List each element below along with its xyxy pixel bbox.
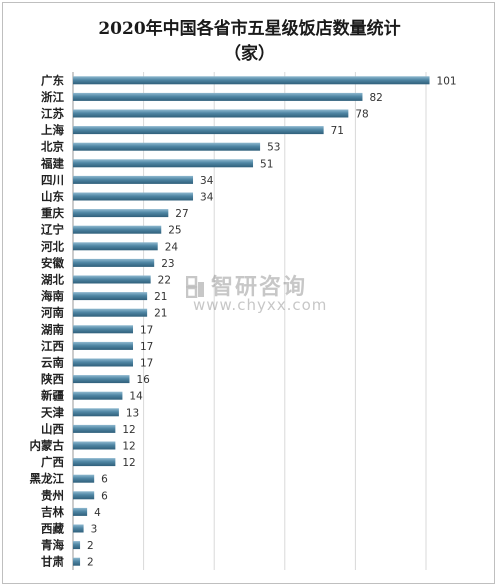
category-label: 陕西 [41,372,64,386]
value-label: 4 [94,507,101,519]
value-label: 17 [140,358,153,370]
bar [73,192,194,201]
category-label: 吉林 [41,505,64,519]
category-label: 甘肃 [41,555,64,569]
bar [73,209,169,218]
chart-title: 2020年中国各省市五星级饭店数量统计 [98,19,401,39]
category-label: 山西 [41,422,64,436]
bar [73,507,88,516]
bar [73,441,116,450]
value-label: 25 [168,225,181,237]
category-label: 广东 [41,73,64,87]
category-label: 广西 [41,455,64,469]
bar [73,225,162,234]
bar [73,458,116,467]
category-label: 黑龙江 [30,472,65,486]
bar [73,424,116,433]
bar [73,76,430,85]
category-label: 天津 [41,405,64,419]
category-label: 河南 [41,306,64,320]
value-label: 27 [175,208,188,220]
category-label: 北京 [41,140,64,154]
category-label: 安徽 [41,256,64,270]
value-label: 21 [154,308,167,320]
value-label: 2 [87,557,94,569]
value-label: 17 [140,324,153,336]
value-label: 12 [122,441,135,453]
category-label: 西藏 [41,522,64,536]
watermark-logo-icon [186,276,204,298]
value-label: 23 [161,258,174,270]
bar [73,491,95,500]
bar [73,408,119,417]
bar [73,524,84,533]
category-label: 内蒙古 [30,439,65,453]
value-label: 24 [165,241,179,253]
category-label: 重庆 [41,206,64,220]
bar [73,541,81,550]
bar [73,242,158,251]
category-label: 青海 [41,538,64,552]
value-label: 53 [267,142,280,154]
value-label: 3 [91,524,98,536]
value-label: 13 [126,407,139,419]
category-label: 云南 [41,356,64,370]
bar [73,557,81,566]
value-label: 14 [129,391,143,403]
value-label: 21 [154,291,167,303]
watermark-url: www.chyxx.com [193,296,328,314]
category-label: 江西 [41,339,64,353]
value-label: 6 [101,474,108,486]
value-label: 17 [140,341,153,353]
value-label: 16 [136,374,150,386]
bar [73,358,134,367]
value-label: 82 [369,92,382,104]
bar [73,126,324,135]
chart-title-unit: （家） [224,44,275,64]
category-label: 辽宁 [41,223,64,237]
bar [73,175,194,184]
category-label: 福建 [40,156,64,170]
value-label: 71 [331,125,344,137]
bar [73,275,151,284]
value-label: 34 [200,192,214,204]
bar [73,159,254,168]
category-label: 上海 [41,123,64,137]
bar [73,325,134,334]
bar [73,308,148,317]
category-label: 江苏 [41,107,64,121]
bar [73,375,130,384]
category-label: 浙江 [41,90,64,104]
category-label: 山东 [41,190,64,204]
value-label: 12 [122,424,135,436]
category-label: 河北 [41,239,64,253]
category-label: 新疆 [41,389,64,403]
category-label: 湖南 [41,322,64,336]
value-label: 34 [200,175,214,187]
value-label: 6 [101,490,108,502]
value-label: 12 [122,457,135,469]
value-label: 78 [355,109,368,121]
bar [73,292,148,301]
bar [73,258,155,267]
bar [73,142,261,151]
category-label: 海南 [41,289,64,303]
watermark-text: 智研咨询 [211,275,308,300]
bar [73,92,363,101]
bar [73,474,95,483]
value-label: 22 [158,275,171,287]
bar [73,341,134,350]
value-label: 51 [260,158,273,170]
category-label: 四川 [41,173,64,187]
bar [73,109,349,118]
value-label: 2 [87,540,94,552]
category-label: 贵州 [41,488,64,502]
category-label: 湖北 [41,273,64,287]
value-label: 101 [437,75,457,87]
bar [73,391,123,400]
